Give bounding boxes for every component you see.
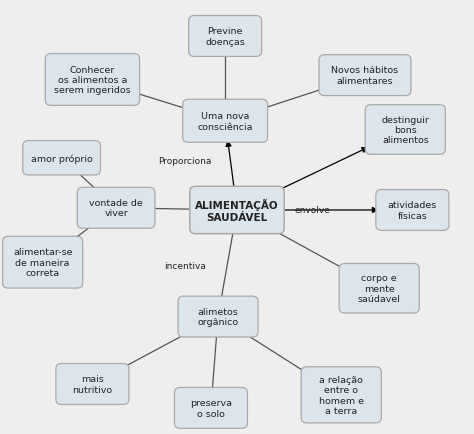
Text: Conhecer
os alimentos a
serem ingeridos: Conhecer os alimentos a serem ingeridos [54,66,131,95]
Text: atividades
físicas: atividades físicas [388,201,437,220]
FancyBboxPatch shape [189,16,262,57]
Text: vontade de
viver: vontade de viver [89,199,143,218]
FancyBboxPatch shape [339,264,419,313]
FancyBboxPatch shape [376,190,449,231]
FancyBboxPatch shape [178,296,258,337]
Text: amor próprio: amor próprio [31,154,92,163]
FancyBboxPatch shape [182,100,267,143]
Text: Proporciona: Proporciona [158,157,211,166]
FancyBboxPatch shape [46,55,139,106]
FancyBboxPatch shape [190,187,284,234]
Text: destinguir
bons
alimentos: destinguir bons alimentos [381,115,429,145]
Text: corpo e
mente
saúdavel: corpo e mente saúdavel [358,274,401,303]
FancyBboxPatch shape [365,105,445,155]
Text: a relação
entre o
homem e
a terra: a relação entre o homem e a terra [319,375,364,415]
Text: envolve: envolve [295,205,331,214]
FancyBboxPatch shape [23,141,100,175]
FancyBboxPatch shape [3,237,82,288]
Text: ALIMENTAÇÃO
SAUDÁVEL: ALIMENTAÇÃO SAUDÁVEL [195,199,279,222]
Text: incentiva: incentiva [164,261,206,270]
FancyBboxPatch shape [174,388,247,428]
Text: Novos hábitos
alimentares: Novos hábitos alimentares [331,66,399,85]
Text: Uma nova
consciência: Uma nova consciência [197,112,253,131]
FancyBboxPatch shape [319,56,411,96]
Text: Previne
doenças: Previne doenças [205,27,245,46]
Text: alimentar-se
de maneira
correta: alimentar-se de maneira correta [13,248,73,277]
FancyBboxPatch shape [77,188,155,229]
FancyBboxPatch shape [301,367,381,423]
Text: preserva
o solo: preserva o solo [190,398,232,418]
Text: mais
nutritivo: mais nutritivo [73,375,112,394]
Text: alimetos
orgânico: alimetos orgânico [198,307,238,326]
FancyBboxPatch shape [56,364,129,404]
